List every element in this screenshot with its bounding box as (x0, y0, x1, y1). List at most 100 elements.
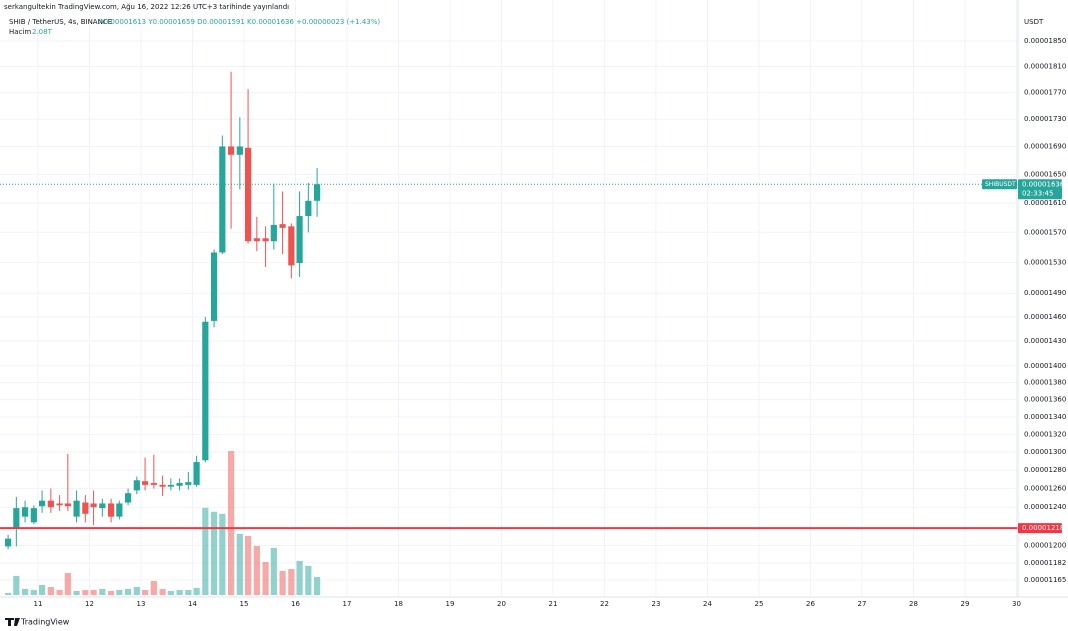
y-tick-label: 0.00001260 (1024, 485, 1066, 493)
x-tick-label: 22 (600, 600, 609, 608)
hline-tag (1018, 523, 1062, 534)
hline-label: 0.00001218 (1022, 524, 1064, 532)
candle-body (227, 146, 235, 155)
candle-body (176, 483, 183, 486)
volume-bar (4, 593, 12, 595)
x-tick-label: 27 (857, 600, 866, 608)
grid (0, 0, 1018, 597)
volume-bar (107, 591, 115, 595)
volume-bar (21, 588, 29, 595)
volume-bar (210, 511, 218, 595)
x-tick-label: 15 (239, 600, 248, 608)
candle-body (288, 226, 295, 266)
x-tick-label: 13 (136, 600, 145, 608)
candle-body (150, 483, 157, 485)
volume-bar (227, 451, 235, 595)
y-tick-label: 0.00001850 (1024, 37, 1066, 45)
volume-bar (30, 589, 37, 595)
volume-bar (56, 589, 63, 595)
volume-bar (133, 587, 140, 595)
axes: 0.00001850 0.00001810 0.00001770 0.00001730… (33, 37, 1066, 608)
candle-body (279, 224, 286, 228)
x-tick-label: 16 (291, 600, 300, 608)
x-tick-label: 26 (806, 600, 815, 608)
volume-bar (296, 560, 303, 595)
y-tick-label: 0.00001280 (1024, 466, 1066, 474)
price-tag (1018, 179, 1062, 200)
candle-body (305, 200, 312, 217)
x-tick-label: 24 (703, 600, 712, 608)
plot (0, 71, 1018, 595)
x-tick-label: 21 (548, 600, 557, 608)
y-tick-label: 0.00001770 (1024, 89, 1066, 97)
x-tick-label: 17 (342, 600, 351, 608)
volume-bar (236, 533, 243, 595)
candle-body (124, 493, 132, 503)
volume-title: Hacim (9, 28, 31, 36)
y-tick-label: 0.00001570 (1024, 228, 1066, 236)
x-tick-label: 28 (909, 600, 918, 608)
candle-body (167, 484, 174, 487)
volume-bar (13, 575, 20, 595)
candle-body (244, 147, 252, 242)
price-tag-label: 0.00001636 (1022, 180, 1065, 188)
candle-body (30, 508, 37, 523)
candle-body (313, 184, 321, 201)
candle-body (185, 482, 192, 485)
y-tick-label: 0.00001690 (1024, 142, 1066, 150)
x-tick-label: 25 (754, 600, 763, 608)
ohlc: A0.00001613 Y0.00001659 D0.00001591 K0.0… (99, 18, 380, 26)
volume-bar (90, 589, 97, 595)
y-tick-label: 0.00001340 (1024, 413, 1066, 421)
y-tick-label: 0.00001182 (1024, 559, 1066, 567)
volume-bar (38, 584, 46, 595)
volume-bar (185, 589, 192, 595)
symbol-tag-label: SHIBUSDT (985, 181, 1016, 188)
candle-body (73, 500, 80, 517)
volume-bar (159, 588, 166, 595)
candle-body (253, 238, 260, 242)
candle-body (296, 216, 303, 264)
x-tick-label: 20 (497, 600, 506, 608)
candle-body (270, 224, 277, 242)
volume-bar (64, 572, 71, 595)
volume-bar (244, 536, 252, 595)
volume-bar (82, 589, 89, 595)
candle-body (107, 503, 115, 517)
candle-body (141, 481, 149, 485)
candle-body (21, 507, 29, 517)
volume-bar (124, 588, 132, 595)
y-tick-label: 0.00001240 (1024, 503, 1066, 511)
volume-bar (288, 568, 295, 595)
y-tick-label: 0.00001200 (1024, 541, 1066, 549)
candle-body (4, 538, 12, 547)
x-tick-label: 14 (188, 600, 197, 608)
x-tick-label: 12 (85, 600, 94, 608)
volume-bar (167, 591, 174, 595)
volume-bar (99, 588, 106, 595)
footer-brand: TradingView (20, 618, 70, 627)
candle-body (159, 484, 166, 487)
x-tick-label: 29 (960, 600, 969, 608)
candle-body (64, 503, 71, 507)
volume-bar (219, 513, 226, 595)
x-tick-label: 11 (33, 600, 42, 608)
candle-body (13, 508, 20, 530)
x-tick-label: 19 (445, 600, 454, 608)
volume-bar (279, 570, 286, 595)
y-tick-label: 0.00001610 (1024, 199, 1066, 207)
volume-bar (262, 561, 269, 595)
symbol-tag (982, 179, 1017, 190)
volume-bar (313, 576, 321, 595)
candle-body (56, 503, 63, 506)
volume-value: 2.08T (32, 28, 53, 36)
y-tick-label: 0.00001430 (1024, 337, 1066, 345)
volume-bar (73, 591, 80, 595)
x-tick-label: 30 (1012, 600, 1021, 608)
candle-body (210, 252, 218, 321)
y-tick-label: 0.00001490 (1024, 289, 1066, 297)
candle-body (82, 502, 89, 514)
x-tick-label: 18 (394, 600, 403, 608)
volume-bar (270, 547, 277, 595)
candle-body (193, 462, 200, 485)
